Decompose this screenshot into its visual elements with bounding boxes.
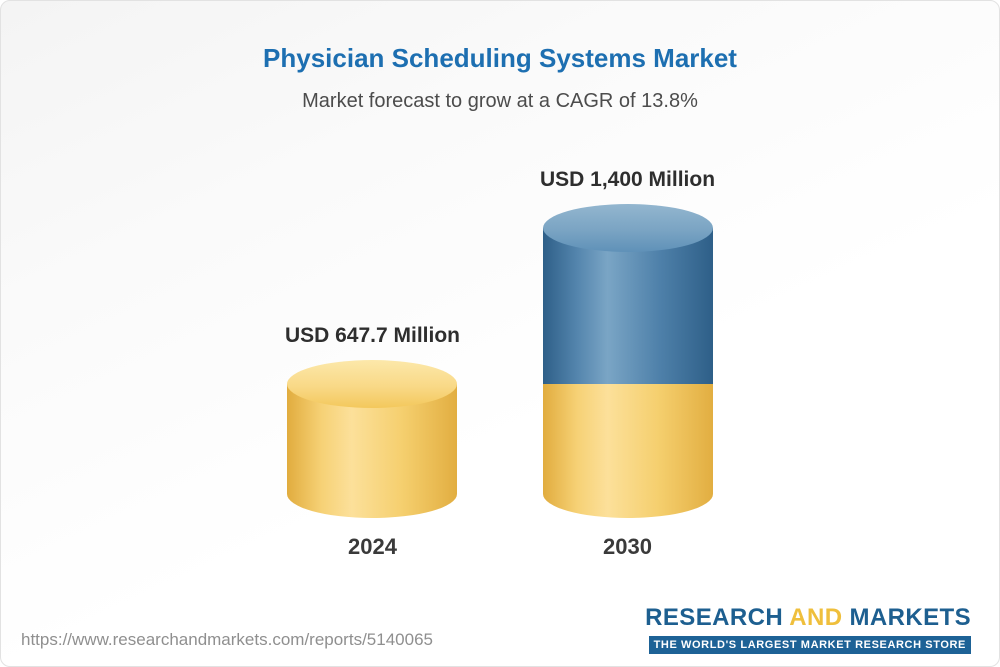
cylinder-top [542,204,713,252]
segment-gold [542,384,713,518]
bar-value-label: USD 647.7 Million [284,324,460,347]
source-url: https://www.researchandmarkets.com/repor… [21,630,433,649]
bar-value-label: USD 1,400 Million [540,168,716,191]
category-label: 2030 [603,534,652,559]
chart-bars: USD 647.7 Million 2024 USD 1,400 Million 20… [1,168,999,560]
cylinder [542,204,713,518]
chart-title: Physician Scheduling Systems Market [263,43,737,73]
brand-wordmark: RESEARCH AND MARKETS [645,604,971,632]
bar-2024: USD 647.7 Million 2024 [285,324,460,560]
category-label: 2024 [348,534,397,559]
brand-logo: RESEARCH AND MARKETS THE WORLD'S LARGEST… [645,604,971,654]
brand-tagline: THE WORLD'S LARGEST MARKET RESEARCH STOR… [648,636,971,654]
bar-2030: USD 1,400 Million 2030 [540,168,715,560]
cylinder [287,360,458,518]
brand-word-markets: MARKETS [849,604,971,631]
chart-subtitle: Market forecast to grow at a CAGR of 13.… [302,90,698,112]
brand-word-research: RESEARCH [645,604,784,631]
brand-word-and: AND [789,604,843,631]
segment-steel [542,228,713,384]
cylinder-top [287,360,458,408]
